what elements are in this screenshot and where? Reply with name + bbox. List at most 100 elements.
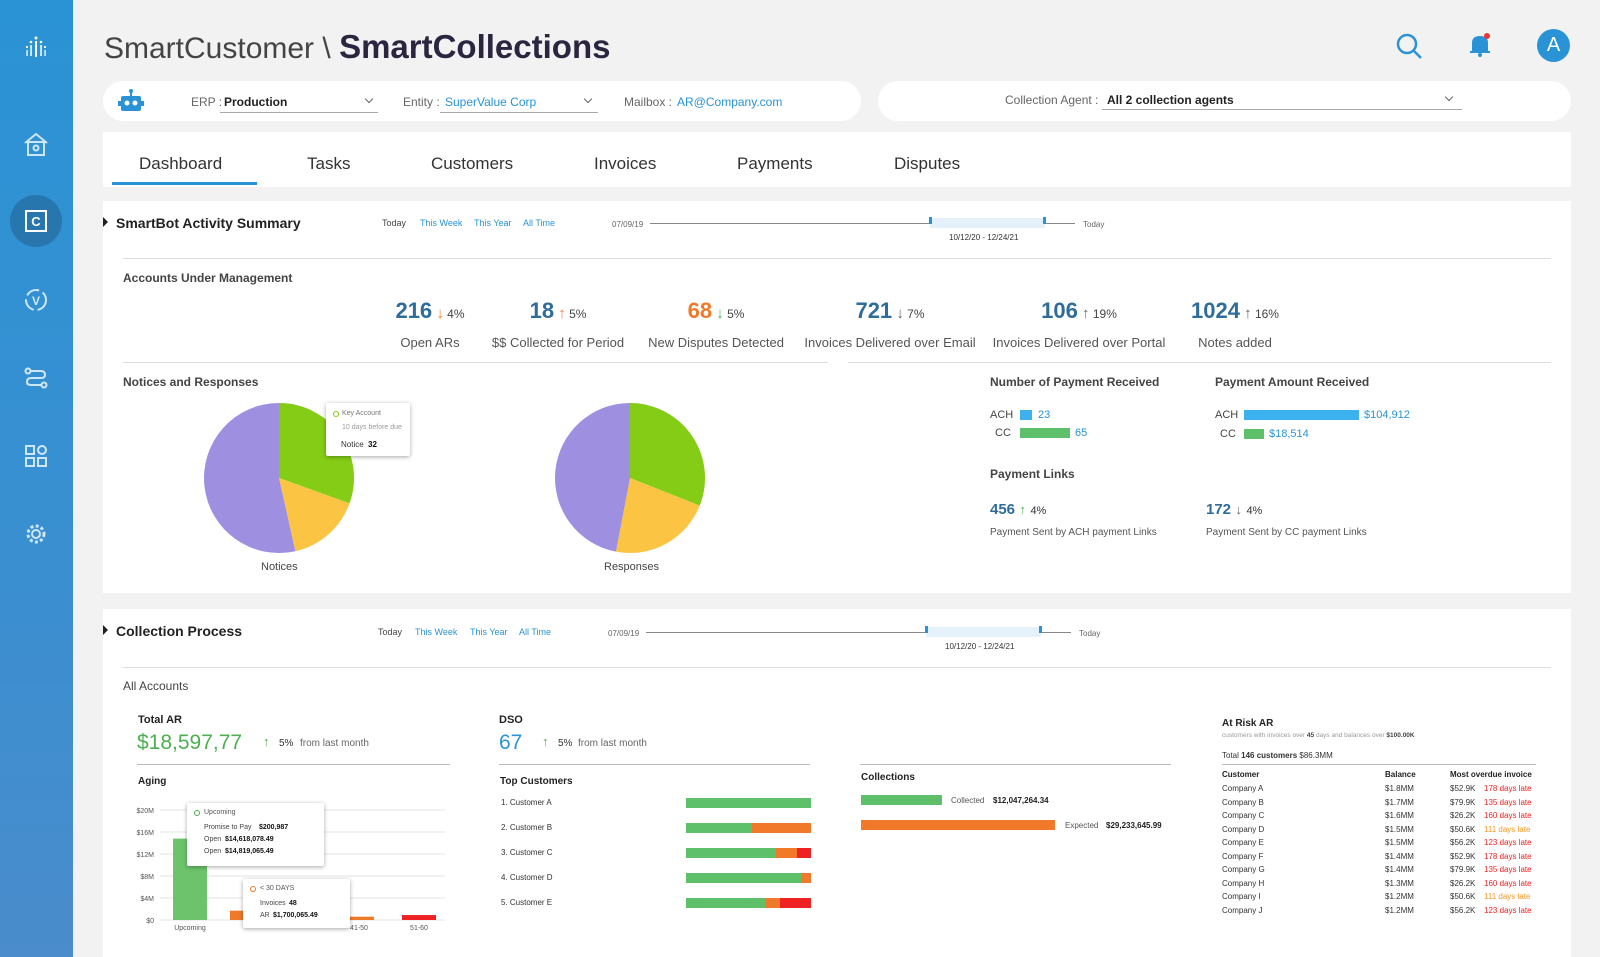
timeline-handle-start[interactable] bbox=[929, 217, 932, 224]
41-50-bar[interactable] bbox=[344, 916, 374, 920]
timeline-track[interactable] bbox=[650, 223, 1075, 224]
tab-dashboard[interactable]: Dashboard bbox=[139, 154, 223, 173]
top-customer-bar-segment[interactable] bbox=[752, 823, 811, 833]
range-all-time[interactable]: All Time bbox=[519, 627, 552, 637]
search-icon[interactable] bbox=[1395, 32, 1423, 65]
legend-dot-icon bbox=[194, 810, 200, 816]
apps-icon[interactable] bbox=[10, 430, 62, 482]
timeline-handle-start[interactable] bbox=[925, 626, 928, 633]
range-this-week[interactable]: This Week bbox=[420, 218, 463, 228]
collected-bar[interactable] bbox=[861, 795, 942, 805]
expected-bar[interactable] bbox=[861, 820, 1055, 830]
top-customer-bar-segment[interactable] bbox=[686, 823, 752, 833]
timeline-start: 07/09/19 bbox=[608, 629, 640, 638]
timeline-handle-end[interactable] bbox=[1043, 217, 1046, 224]
responses-slice-purple[interactable] bbox=[555, 403, 630, 552]
tab-disputes[interactable]: Disputes bbox=[894, 154, 961, 173]
lt30-bar[interactable] bbox=[230, 910, 244, 920]
top-customer-bar-segment[interactable] bbox=[776, 848, 797, 858]
logo-icon[interactable] bbox=[10, 22, 62, 74]
bell-icon[interactable] bbox=[1468, 32, 1492, 63]
at-risk-cell: 160 days late bbox=[1484, 811, 1532, 820]
responses-pie[interactable] bbox=[554, 402, 706, 554]
kpi-value-group: 1024 ↑ 16% bbox=[1175, 298, 1295, 324]
responses-slice-yellow[interactable] bbox=[615, 478, 700, 553]
kpi-label: Invoices Delivered over Portal bbox=[992, 335, 1166, 350]
dso-pct: 5% bbox=[558, 738, 573, 749]
range-today[interactable]: Today bbox=[382, 218, 407, 228]
cc-amount-bar[interactable] bbox=[1244, 429, 1264, 439]
notices-pie[interactable] bbox=[203, 402, 355, 554]
collapse-caret-icon[interactable] bbox=[103, 217, 108, 227]
erp-select[interactable]: Production bbox=[224, 95, 288, 109]
at-risk-cell: $50.6K bbox=[1450, 892, 1476, 901]
mailbox-value[interactable]: AR@Company.com bbox=[677, 95, 783, 109]
home-icon[interactable] bbox=[10, 118, 62, 170]
up-arrow-icon: ↑ bbox=[554, 305, 566, 322]
agent-select[interactable]: All 2 collection agents bbox=[1107, 93, 1234, 107]
top-customer-bar-segment[interactable] bbox=[801, 873, 811, 883]
collections-icon[interactable]: C bbox=[10, 195, 62, 247]
51-60-bar[interactable] bbox=[402, 915, 436, 920]
top-customer-bar-segment[interactable] bbox=[766, 898, 780, 908]
at-risk-cell: 178 days late bbox=[1484, 784, 1532, 793]
range-this-year[interactable]: This Year bbox=[474, 218, 512, 228]
range-today[interactable]: Today bbox=[378, 627, 403, 637]
avatar[interactable]: A bbox=[1537, 29, 1570, 62]
at-risk-cell: Company H bbox=[1222, 878, 1265, 888]
timeline-track[interactable] bbox=[646, 632, 1071, 633]
notices-slice-lime[interactable] bbox=[279, 403, 354, 504]
tooltip-value: 32 bbox=[368, 440, 377, 449]
at-risk-cell: Company G bbox=[1222, 865, 1265, 874]
entity-select[interactable]: SuperValue Corp bbox=[445, 95, 537, 109]
total-ar-label: Total AR bbox=[138, 714, 182, 726]
tab-payments[interactable]: Payments bbox=[737, 154, 813, 173]
tab-invoices[interactable]: Invoices bbox=[594, 154, 657, 173]
at-risk-cell: 123 days late bbox=[1484, 838, 1532, 847]
timeline-range: 10/12/20 - 12/24/21 bbox=[945, 642, 1015, 651]
cc-links-value: 172 bbox=[1206, 501, 1232, 518]
tip-v2: $1,700,065.49 bbox=[273, 912, 318, 919]
tab-tasks[interactable]: Tasks bbox=[307, 154, 351, 173]
top-customer-bar-segment[interactable] bbox=[686, 798, 811, 808]
notices-title: Notices and Responses bbox=[123, 375, 259, 389]
kpi-value: 18 bbox=[529, 298, 555, 323]
workflow-icon[interactable] bbox=[10, 352, 62, 404]
at-risk-cell: Company A bbox=[1222, 784, 1264, 793]
tip-r1: Promise to Pay bbox=[204, 824, 252, 831]
top-customer-bar-segment[interactable] bbox=[686, 848, 776, 858]
cc-count-bar[interactable] bbox=[1020, 428, 1070, 438]
ach-links-pct: 4% bbox=[1030, 505, 1047, 517]
range-this-year[interactable]: This Year bbox=[470, 627, 508, 637]
notices-slice-purple[interactable] bbox=[204, 403, 296, 553]
x-tick-label: 41-50 bbox=[350, 925, 368, 932]
ach-count-bar[interactable] bbox=[1020, 410, 1032, 420]
timeline-handle-end[interactable] bbox=[1039, 626, 1042, 633]
cc-count-label: CC bbox=[995, 427, 1011, 439]
responses-slice-lime[interactable] bbox=[630, 403, 705, 506]
notices-slice-yellow[interactable] bbox=[279, 478, 350, 552]
top-customer-bar-segment[interactable] bbox=[686, 873, 801, 883]
filter-bar bbox=[103, 81, 861, 121]
collapse-caret-icon[interactable] bbox=[103, 625, 108, 635]
dso-label: DSO bbox=[499, 714, 523, 726]
kpi-value-group: 106 ↑ 19% bbox=[1019, 298, 1139, 324]
range-all-time[interactable]: All Time bbox=[523, 218, 556, 228]
aging-tooltip-upcoming: Upcoming Promise to Pay $200,987 Open $1… bbox=[187, 803, 324, 866]
tab-customers[interactable]: Customers bbox=[431, 154, 514, 173]
up-arrow-icon: ↑ bbox=[1239, 305, 1252, 322]
erp-label: ERP : bbox=[191, 95, 223, 109]
timeline-selection[interactable] bbox=[926, 627, 1041, 637]
cc-count-value: 65 bbox=[1075, 427, 1088, 439]
gear-icon[interactable] bbox=[10, 508, 62, 560]
top-customer-bar-segment[interactable] bbox=[780, 898, 811, 908]
timeline-selection[interactable] bbox=[930, 218, 1045, 228]
top-customer-bar-segment[interactable] bbox=[797, 848, 811, 858]
ach-amount-bar[interactable] bbox=[1244, 410, 1359, 420]
aging-title: Aging bbox=[138, 776, 167, 787]
range-this-week[interactable]: This Week bbox=[415, 627, 458, 637]
ach-links-label: Payment Sent by ACH payment Links bbox=[990, 527, 1157, 538]
validation-icon[interactable]: V bbox=[10, 274, 62, 326]
top-customer-bar-segment[interactable] bbox=[686, 898, 766, 908]
legend-dot-icon bbox=[250, 886, 256, 892]
